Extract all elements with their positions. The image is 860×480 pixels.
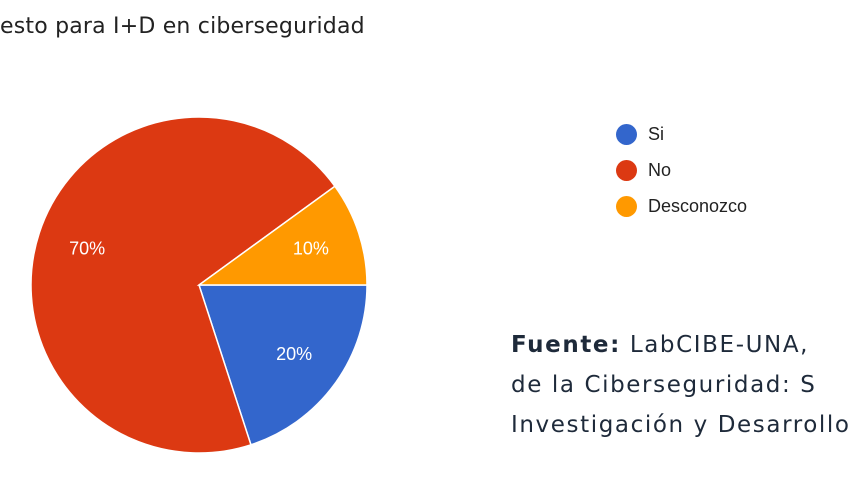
source-citation: Fuente: LabCIBE-UNA, de la Cibersegurida… bbox=[511, 325, 851, 445]
legend-item-desconozco: Desconozco bbox=[616, 188, 747, 224]
source-line: LabCIBE-UNA, bbox=[629, 332, 810, 358]
pie-data-label: 20% bbox=[276, 344, 312, 364]
legend: Si No Desconozco bbox=[616, 116, 747, 224]
legend-label: Si bbox=[648, 123, 665, 144]
legend-label: No bbox=[648, 159, 672, 180]
pie-slice-desconozco bbox=[196, 185, 368, 286]
legend-item-no: No bbox=[616, 152, 747, 188]
pie-slice-no bbox=[30, 116, 336, 454]
pie-slice-si bbox=[197, 284, 368, 446]
legend-label: Desconozco bbox=[648, 195, 748, 216]
source-line: de la Ciberseguridad: S bbox=[511, 372, 817, 398]
legend-swatch-no bbox=[616, 159, 637, 181]
pie-data-label: 10% bbox=[293, 239, 329, 259]
pie-data-label: 70% bbox=[69, 239, 105, 259]
legend-swatch-si bbox=[616, 123, 637, 145]
legend-item-si: Si bbox=[616, 116, 747, 152]
legend-swatch-desconozco bbox=[616, 195, 637, 217]
source-line: Investigación y Desarrollo bbox=[511, 412, 851, 438]
chart-title: esto para I+D en ciberseguridad bbox=[0, 14, 365, 39]
source-label: Fuente: bbox=[511, 332, 621, 358]
